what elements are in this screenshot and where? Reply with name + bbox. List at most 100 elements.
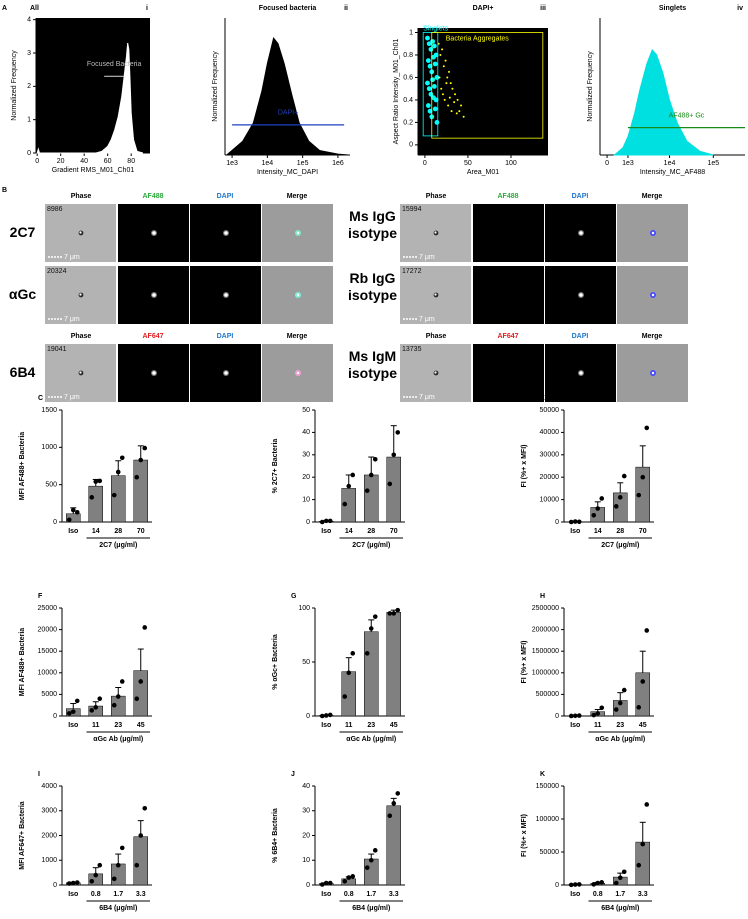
object-id: 19041 [47,346,67,353]
scatter-point [430,39,436,44]
data-point [111,702,117,708]
data-point [372,614,378,619]
data-point [66,517,72,523]
x-tick-label: Iso [68,722,78,729]
data-point [138,679,144,684]
cell-core [296,371,300,375]
bar [364,474,379,523]
y-tick-label: 15000 [38,648,58,655]
data-point [350,874,356,879]
x-tick-label: 70 [390,528,398,535]
chart-title: DAPI+ [473,5,494,12]
scatter-point [451,87,454,90]
data-point [387,813,393,818]
cell-highlight [434,293,437,296]
cell-core [651,231,655,235]
y-tick-label: 30000 [540,452,560,459]
bar [386,456,401,523]
y-tick-label: 2000 [41,832,57,839]
scale-bar-label: 7 μm [419,316,435,323]
x-tick-label: 14 [594,528,602,535]
data-point [640,679,646,684]
cell-highlight [434,231,437,234]
data-point [70,507,76,513]
y-axis-label: Normalized Frequency [587,51,594,122]
data-point [591,882,597,887]
data-point [644,425,650,431]
data-point [93,479,99,484]
y-tick-label: 0 [555,519,559,526]
data-point [115,694,121,699]
data-point [138,457,144,463]
x-axis-label: 2C7 (μg/ml) [601,542,639,549]
cell [152,231,156,235]
scatter-point [427,108,433,114]
data-point [134,696,140,702]
x-axis-label: 6B4 (μg/ml) [352,905,390,912]
scatter-point [462,115,465,118]
scatter-point [456,98,459,101]
micrograph [473,204,544,262]
x-tick-label: 1e5 [297,160,309,167]
scatter-point [431,95,436,101]
y-tick-label: 0 [555,713,559,720]
x-axis-label: 2C7 (μg/ml) [99,542,137,549]
y-tick-label: 1500 [41,407,57,414]
object-id: 20324 [47,268,67,275]
y-tick-label: 0 [53,882,57,889]
panel-letter: B [2,187,7,194]
data-point [327,712,333,718]
y-tick-label: 150000 [536,783,559,790]
data-point [613,707,619,712]
cell-highlight [434,371,437,374]
channel-header: Merge [287,333,308,340]
y-tick-label: 1000000 [532,670,559,677]
bar [341,671,356,717]
y-tick-label: 25000 [38,605,58,612]
data-point [323,518,329,524]
data-point [70,709,76,714]
data-point [640,841,646,847]
data-point [395,430,401,435]
histogram [225,36,349,156]
y-axis-label: MFI AF647+ Bacteria [19,801,26,870]
data-point [319,882,325,887]
y-tick-label: 30 [302,808,310,815]
data-point [391,452,397,458]
bar [133,836,148,886]
y-axis-label: Normalized Frequency [11,50,18,121]
y-tick-label: 40 [302,783,310,790]
data-point [640,474,646,480]
channel-header: Phase [426,333,447,340]
data-point [372,848,378,853]
x-tick-label: 20 [57,158,65,165]
data-point [323,713,329,718]
x-tick-label: 45 [639,722,647,729]
chart-title: Focused bacteria [259,5,317,12]
cell-core [651,371,655,375]
x-axis-label: αGc Ab (μg/ml) [595,736,645,743]
data-point [138,833,144,838]
x-tick-label: 40 [80,158,88,165]
x-tick-label: 23 [114,722,122,729]
gate-label: DAPI+ [278,110,298,117]
y-tick-label: 0 [555,882,559,889]
x-tick-label: 45 [390,722,398,729]
data-point [97,478,103,484]
scatter-point [440,87,443,90]
y-tick-label: 1000 [41,444,57,451]
x-axis-label: 6B4 (μg/ml) [601,905,639,912]
data-point [342,501,348,507]
panel-letter: G [291,593,297,600]
x-tick-label: 1e3 [226,160,238,167]
x-tick-label: 1.7 [113,891,123,898]
x-tick-label: Iso [570,528,580,535]
panel-letter: J [291,771,295,778]
y-tick-label: 1500000 [532,648,559,655]
data-point [613,504,619,509]
y-tick-label: 100 [298,605,310,612]
data-point [576,882,582,887]
scatter-point [447,70,450,73]
data-point [387,611,393,616]
